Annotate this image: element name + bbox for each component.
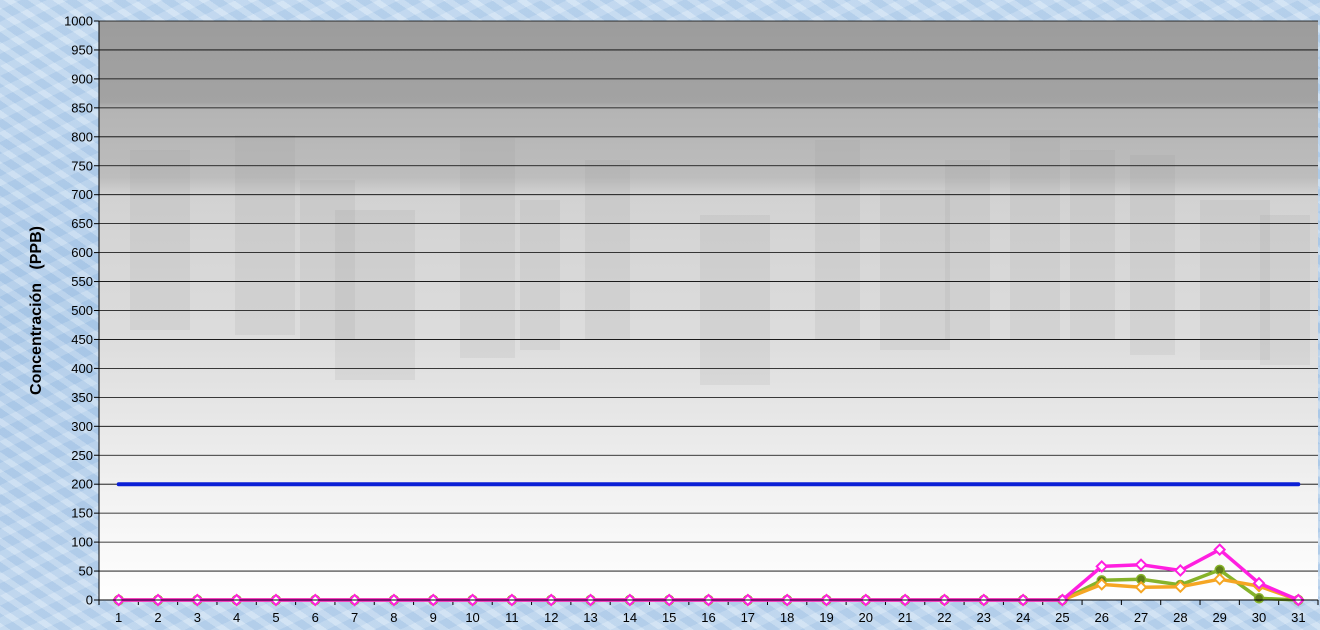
y-tick-label: 900 xyxy=(71,71,93,86)
data-point xyxy=(1252,576,1266,590)
skyline-building xyxy=(130,150,190,330)
y-tick-label: 850 xyxy=(71,100,93,115)
y-tick-label: 200 xyxy=(71,477,93,492)
y-tick-label: 1000 xyxy=(64,14,93,29)
x-tick-label: 16 xyxy=(701,610,715,625)
y-tick-label: 500 xyxy=(71,303,93,318)
y-tick-label: 550 xyxy=(71,274,93,289)
x-tick-label: 28 xyxy=(1173,610,1187,625)
x-tick-label: 2 xyxy=(154,610,161,625)
skyline-building xyxy=(1260,215,1310,365)
x-tick-label: 13 xyxy=(583,610,597,625)
x-tick-label: 31 xyxy=(1291,610,1305,625)
skyline-building xyxy=(585,160,630,340)
skyline-building xyxy=(1200,200,1270,360)
y-tick-label: 350 xyxy=(71,390,93,405)
gridlines xyxy=(99,20,1318,572)
data-point xyxy=(1134,558,1148,572)
data-point xyxy=(1213,572,1227,586)
skyline-building xyxy=(520,200,560,350)
x-tick-label: 11 xyxy=(505,610,519,625)
skyline-building xyxy=(1070,150,1115,340)
background-skyline xyxy=(130,130,1310,385)
x-tick-label: 9 xyxy=(430,610,437,625)
x-tick-label: 14 xyxy=(623,610,637,625)
y-tick-label: 400 xyxy=(71,361,93,376)
data-point xyxy=(1134,580,1148,594)
x-tick-label: 26 xyxy=(1094,610,1108,625)
data-point xyxy=(1213,543,1227,557)
x-tick-label: 25 xyxy=(1055,610,1069,625)
y-tick-label: 450 xyxy=(71,332,93,347)
data-point xyxy=(1173,580,1187,594)
y-tick-label: 0 xyxy=(86,593,93,608)
x-tick-label: 23 xyxy=(977,610,991,625)
x-tick-label: 5 xyxy=(272,610,279,625)
x-tick-label: 27 xyxy=(1134,610,1148,625)
data-point xyxy=(1173,564,1187,577)
y-tick-label: 950 xyxy=(71,42,93,57)
x-tick-label: 22 xyxy=(937,610,951,625)
y-axis-ticks: 0 50 100 150 200 250 300 350 400 450 500 550 600 650 7… xyxy=(64,14,99,608)
x-tick-label: 19 xyxy=(819,610,833,625)
y-tick-label: 700 xyxy=(71,187,93,202)
skyline-building xyxy=(945,160,990,340)
skyline-building xyxy=(235,135,295,335)
y-tick-label: 750 xyxy=(71,158,93,173)
skyline-building xyxy=(460,138,515,358)
x-tick-label: 8 xyxy=(390,610,397,625)
skyline-building xyxy=(815,140,860,340)
x-tick-label: 24 xyxy=(1016,610,1030,625)
data-point xyxy=(1253,593,1265,604)
skyline-building xyxy=(300,180,355,340)
x-tick-label: 3 xyxy=(194,610,201,625)
y-tick-label: 800 xyxy=(71,129,93,144)
y-tick-label: 300 xyxy=(71,419,93,434)
data-point xyxy=(1095,560,1109,573)
skyline-building xyxy=(335,210,415,380)
x-tick-label: 30 xyxy=(1252,610,1266,625)
x-tick-label: 1 xyxy=(115,610,122,625)
x-tick-label: 7 xyxy=(351,610,358,625)
y-tick-label: 100 xyxy=(71,535,93,550)
y-tick-label: 650 xyxy=(71,216,93,231)
y-tick-label: 50 xyxy=(79,564,93,579)
x-axis-ticks: 1 2 3 4 5 6 7 8 9 10 11 12 13 14 15 16 17 18 19 20 21 22 23 24 2… xyxy=(98,600,1319,625)
x-tick-label: 6 xyxy=(312,610,319,625)
skyline-building xyxy=(880,190,950,350)
x-tick-label: 21 xyxy=(898,610,912,625)
y-tick-label: 250 xyxy=(71,448,93,463)
x-tick-label: 17 xyxy=(741,610,755,625)
data-point xyxy=(1095,577,1109,591)
skyline-building xyxy=(1130,155,1175,355)
x-tick-label: 15 xyxy=(662,610,676,625)
x-tick-label: 10 xyxy=(465,610,479,625)
x-tick-label: 4 xyxy=(233,610,240,625)
x-tick-label: 18 xyxy=(780,610,794,625)
x-tick-label: 20 xyxy=(859,610,873,625)
y-axis-title: Concentración (PPB) xyxy=(28,226,45,395)
y-tick-label: 150 xyxy=(71,506,93,521)
y-tick-label: 600 xyxy=(71,245,93,260)
x-tick-label: 29 xyxy=(1212,610,1226,625)
x-tick-label: 12 xyxy=(544,610,558,625)
skyline-building xyxy=(700,215,770,385)
skyline-building xyxy=(1010,130,1060,340)
